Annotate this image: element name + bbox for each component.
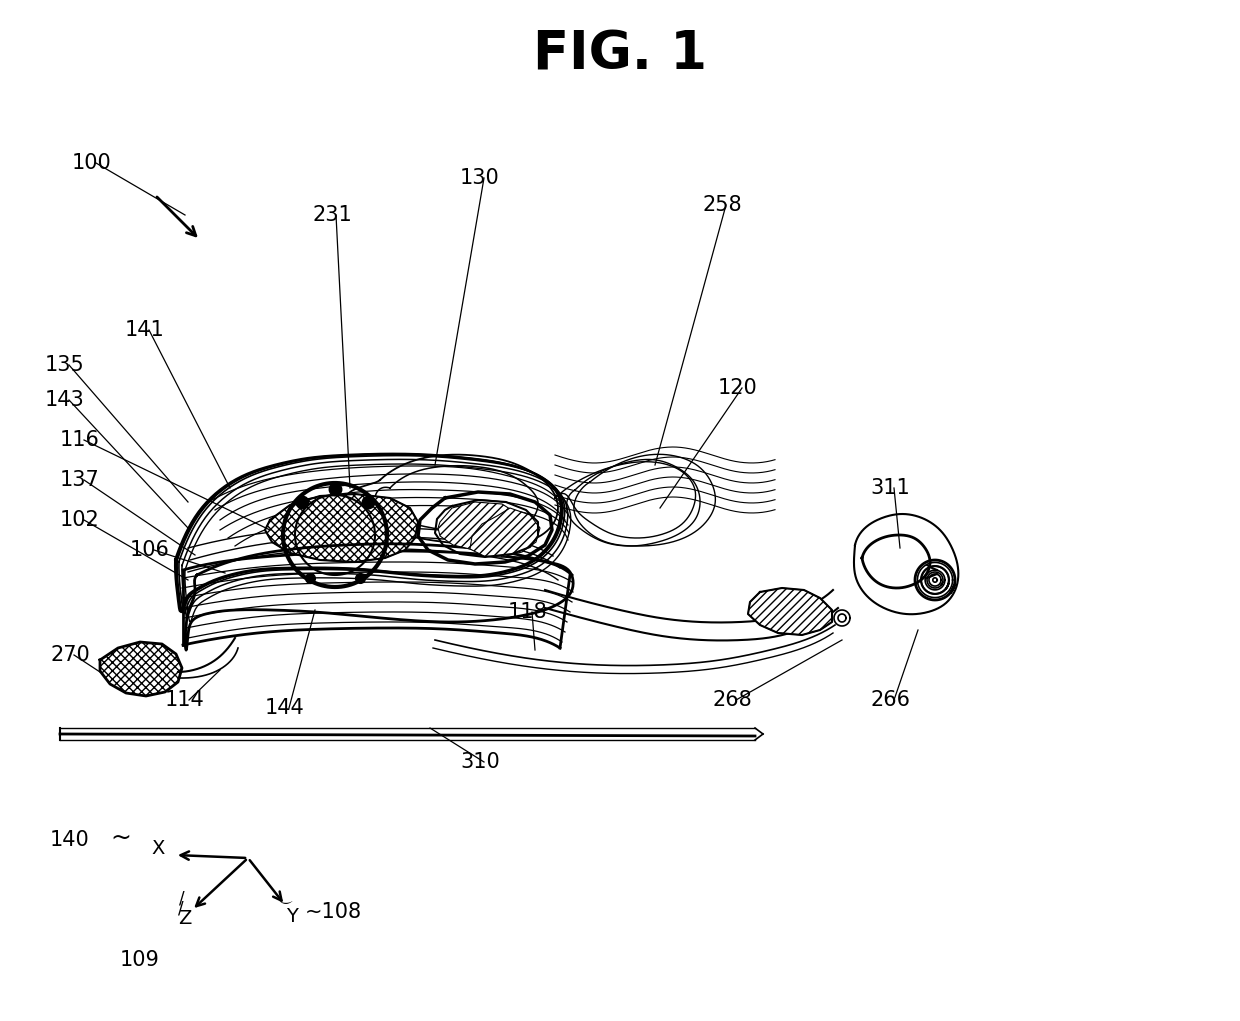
Text: 231: 231: [312, 205, 352, 225]
Text: 120: 120: [718, 378, 758, 398]
Text: FIG. 1: FIG. 1: [533, 29, 707, 81]
Text: 102: 102: [60, 510, 99, 530]
Text: 114: 114: [165, 690, 205, 710]
Text: Y: Y: [286, 907, 298, 925]
Text: 116: 116: [60, 430, 100, 450]
Text: $\smile$: $\smile$: [277, 893, 294, 907]
Text: 141: 141: [125, 320, 165, 340]
Polygon shape: [470, 508, 539, 557]
Text: ~108: ~108: [305, 902, 362, 922]
Text: 143: 143: [45, 390, 84, 410]
Text: 144: 144: [265, 698, 305, 718]
Text: 266: 266: [870, 690, 910, 710]
Text: 311: 311: [870, 478, 910, 498]
Text: 118: 118: [508, 602, 548, 622]
Polygon shape: [748, 588, 832, 635]
Text: 258: 258: [702, 195, 742, 215]
Text: 140: 140: [50, 830, 89, 850]
Text: /: /: [179, 900, 184, 917]
Text: 137: 137: [60, 470, 99, 490]
Text: 270: 270: [50, 645, 89, 665]
Text: 100: 100: [72, 153, 112, 173]
Text: ~: ~: [110, 826, 131, 850]
Text: 268: 268: [712, 690, 751, 710]
Text: X: X: [151, 838, 165, 858]
Polygon shape: [438, 502, 522, 550]
Text: 135: 135: [45, 355, 84, 375]
Polygon shape: [265, 494, 418, 562]
Text: Z: Z: [179, 909, 192, 927]
Text: 310: 310: [460, 752, 500, 772]
Text: /: /: [179, 889, 185, 907]
Text: 130: 130: [460, 168, 500, 188]
Text: 106: 106: [130, 540, 170, 560]
Text: 109: 109: [120, 950, 160, 970]
Polygon shape: [100, 642, 182, 696]
